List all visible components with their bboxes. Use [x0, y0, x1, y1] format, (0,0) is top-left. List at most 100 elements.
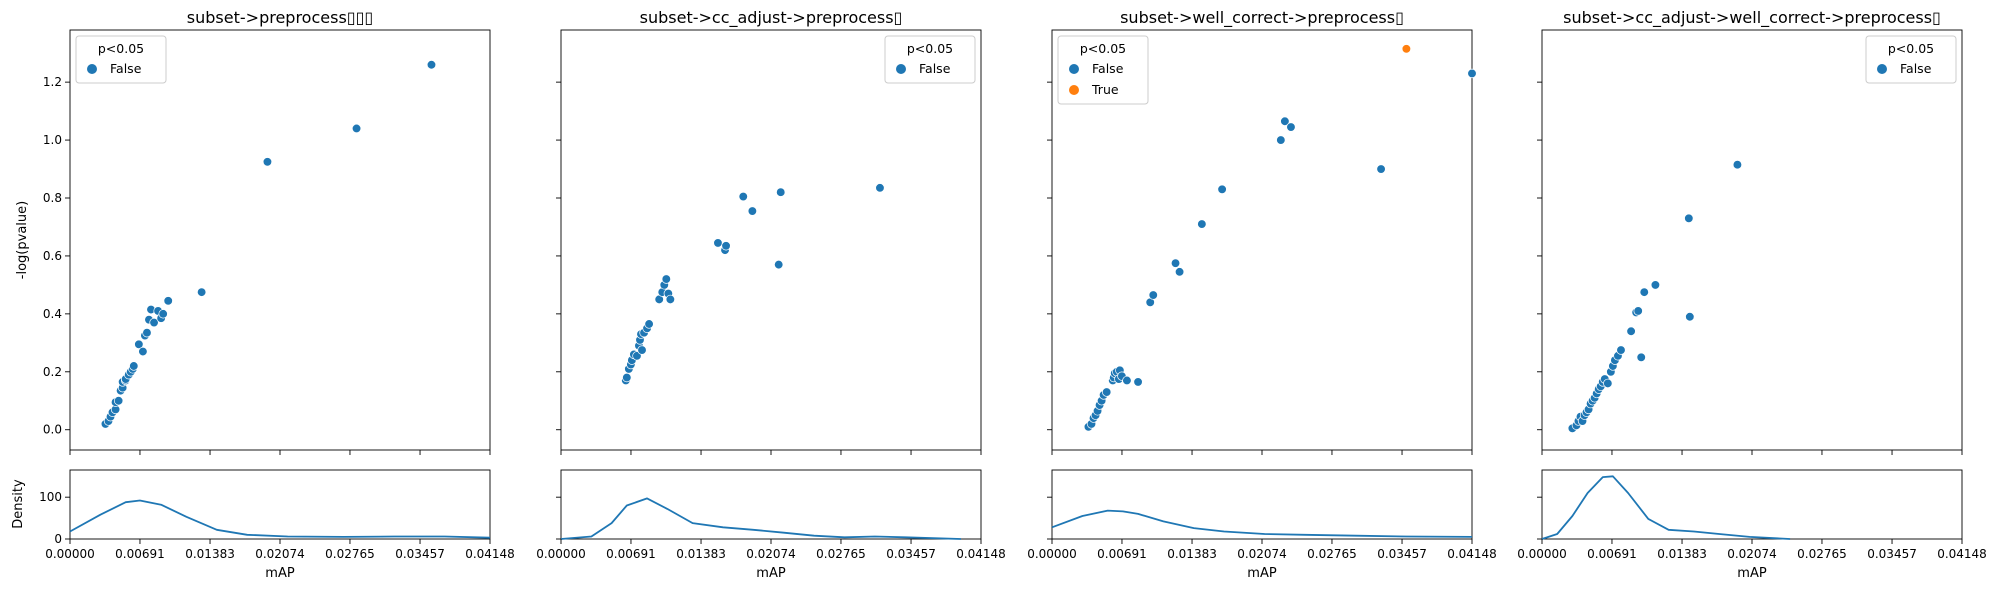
x-tick-label: 0.00000: [1517, 547, 1567, 561]
x-axis-label: mAP: [756, 566, 786, 581]
x-tick-label: 0.02765: [325, 547, 375, 561]
legend-title: p<0.05: [1888, 41, 1934, 56]
legend-frame: [1057, 35, 1149, 105]
legend: p<0.05 False True: [1057, 35, 1149, 105]
scatter-axes-frame: [560, 29, 982, 451]
x-tick-label: 0.03457: [395, 547, 445, 561]
x-tick-label: 0.04148: [1447, 547, 1497, 561]
scatter-point-false: [129, 361, 139, 371]
x-tick-label: 0.01383: [1167, 547, 1217, 561]
scatter-point-false: [1217, 184, 1227, 194]
scatter-point-false: [1636, 352, 1646, 362]
panel-2: subset->cc_adjust->preprocess▯ p<0.05 Fals…: [536, 8, 1006, 581]
x-axis-label: mAP: [1247, 566, 1277, 581]
y-tick-label: 1.2: [43, 75, 62, 89]
scatter-point-false: [721, 241, 731, 251]
scatter-point-false: [1467, 68, 1477, 79]
scatter-point-false: [1102, 387, 1112, 397]
x-tick-label: 0.02074: [1237, 547, 1287, 561]
scatter-point-true: [1401, 44, 1412, 54]
scatter-point-false: [738, 191, 748, 202]
scatter-point-false: [1616, 345, 1626, 355]
scatter-point-false: [774, 259, 784, 270]
scatter-point-false: [149, 317, 159, 328]
y-tick-label: 0.8: [43, 191, 62, 205]
legend-marker-false: [1069, 64, 1079, 74]
legend-marker-false: [896, 64, 906, 74]
scatter-point-false: [1650, 280, 1661, 290]
scatter-point-false: [875, 183, 885, 193]
x-tick-label: 0.04148: [956, 547, 1006, 561]
scatter-point-false: [163, 296, 173, 306]
scatter-point-false: [113, 396, 124, 406]
legend-label: False: [919, 61, 951, 76]
scatter-point-false: [138, 346, 148, 357]
density-y-tick-label: 100: [39, 490, 62, 504]
x-tick-label: 0.02765: [1307, 547, 1357, 561]
x-tick-label: 0.02074: [1727, 547, 1777, 561]
legend-marker-false: [1877, 64, 1887, 74]
scatter-point-false: [1603, 378, 1613, 389]
x-tick-label: 0.00000: [1027, 547, 1077, 561]
density-curve: [1051, 509, 1473, 538]
scatter-point-false: [134, 339, 144, 349]
panel-title: subset->cc_adjust->well_correct->preproc…: [1563, 8, 1941, 28]
x-tick-label: 0.00691: [1587, 547, 1637, 561]
y-axis-label: -log(pvalue): [15, 201, 30, 279]
x-tick-label: 0.03457: [1377, 547, 1427, 561]
panel-title: subset->cc_adjust->preprocess▯: [640, 8, 903, 28]
density-y-tick-label: 0: [54, 532, 62, 546]
density-axes-frame: [1051, 469, 1473, 540]
scatter-axes-frame: [69, 29, 491, 451]
scatter-point-false: [776, 187, 786, 197]
legend-title: p<0.05: [98, 41, 144, 56]
x-tick-label: 0.00691: [606, 547, 656, 561]
scatter-point-false: [713, 238, 723, 248]
scatter-point-false: [426, 60, 437, 70]
density-curve: [69, 499, 491, 539]
y-tick-label: 0.4: [43, 307, 62, 321]
legend: p<0.05 False: [75, 35, 167, 84]
scatter-point-false: [747, 206, 758, 216]
x-axis-label: mAP: [265, 566, 295, 581]
x-tick-label: 0.02765: [816, 547, 866, 561]
scatter-point-false: [1685, 312, 1695, 322]
scatter-point-false: [632, 351, 642, 361]
density-axes-frame: [69, 469, 491, 540]
panel-1: subset->preprocess▯▯▯ 0.0 0.2 0.4 0.6 0.8 1.0 1…: [39, 8, 515, 581]
x-tick-label: 0.04148: [1937, 547, 1987, 561]
density-axis-label: Density: [11, 479, 26, 529]
scatter-point-false: [262, 157, 273, 167]
x-tick-label: 0.04148: [465, 547, 515, 561]
x-tick-label: 0.00000: [45, 547, 95, 561]
x-tick-label: 0.01383: [185, 547, 235, 561]
scatter-point-false: [661, 274, 671, 284]
y-tick-label: 0.0: [43, 423, 62, 437]
panel-4: subset->cc_adjust->well_correct->preproc…: [1517, 8, 1987, 581]
y-tick-label: 0.6: [43, 249, 62, 263]
scatter-point-false: [622, 372, 632, 383]
scatter-point-false: [644, 319, 654, 329]
scatter-point-false: [1133, 377, 1143, 387]
legend-frame: [75, 35, 167, 84]
scatter-point-false: [1732, 160, 1743, 170]
legend-frame: [1865, 35, 1957, 84]
x-tick-label: 0.02074: [746, 547, 796, 561]
scatter-point-false: [1286, 122, 1296, 132]
scatter-point-false: [196, 287, 207, 297]
x-axis-label: mAP: [1737, 566, 1767, 581]
scatter-point-false: [1170, 258, 1181, 268]
scatter-point-false: [1684, 213, 1694, 223]
x-tick-label: 0.00691: [1097, 547, 1147, 561]
scatter-point-false: [1626, 326, 1636, 336]
scatter-point-false: [1174, 267, 1185, 277]
legend-title: p<0.05: [907, 41, 953, 56]
scatter-point-false: [1280, 116, 1290, 126]
x-tick-label: 0.02074: [255, 547, 305, 561]
x-tick-label: 0.03457: [886, 547, 936, 561]
scatter-point-false: [1148, 290, 1158, 300]
y-tick-label: 0.2: [43, 365, 62, 379]
panel-3: subset->well_correct->preprocess▯ p<0.05 F…: [1027, 8, 1497, 581]
scatter-point-false: [665, 294, 676, 305]
